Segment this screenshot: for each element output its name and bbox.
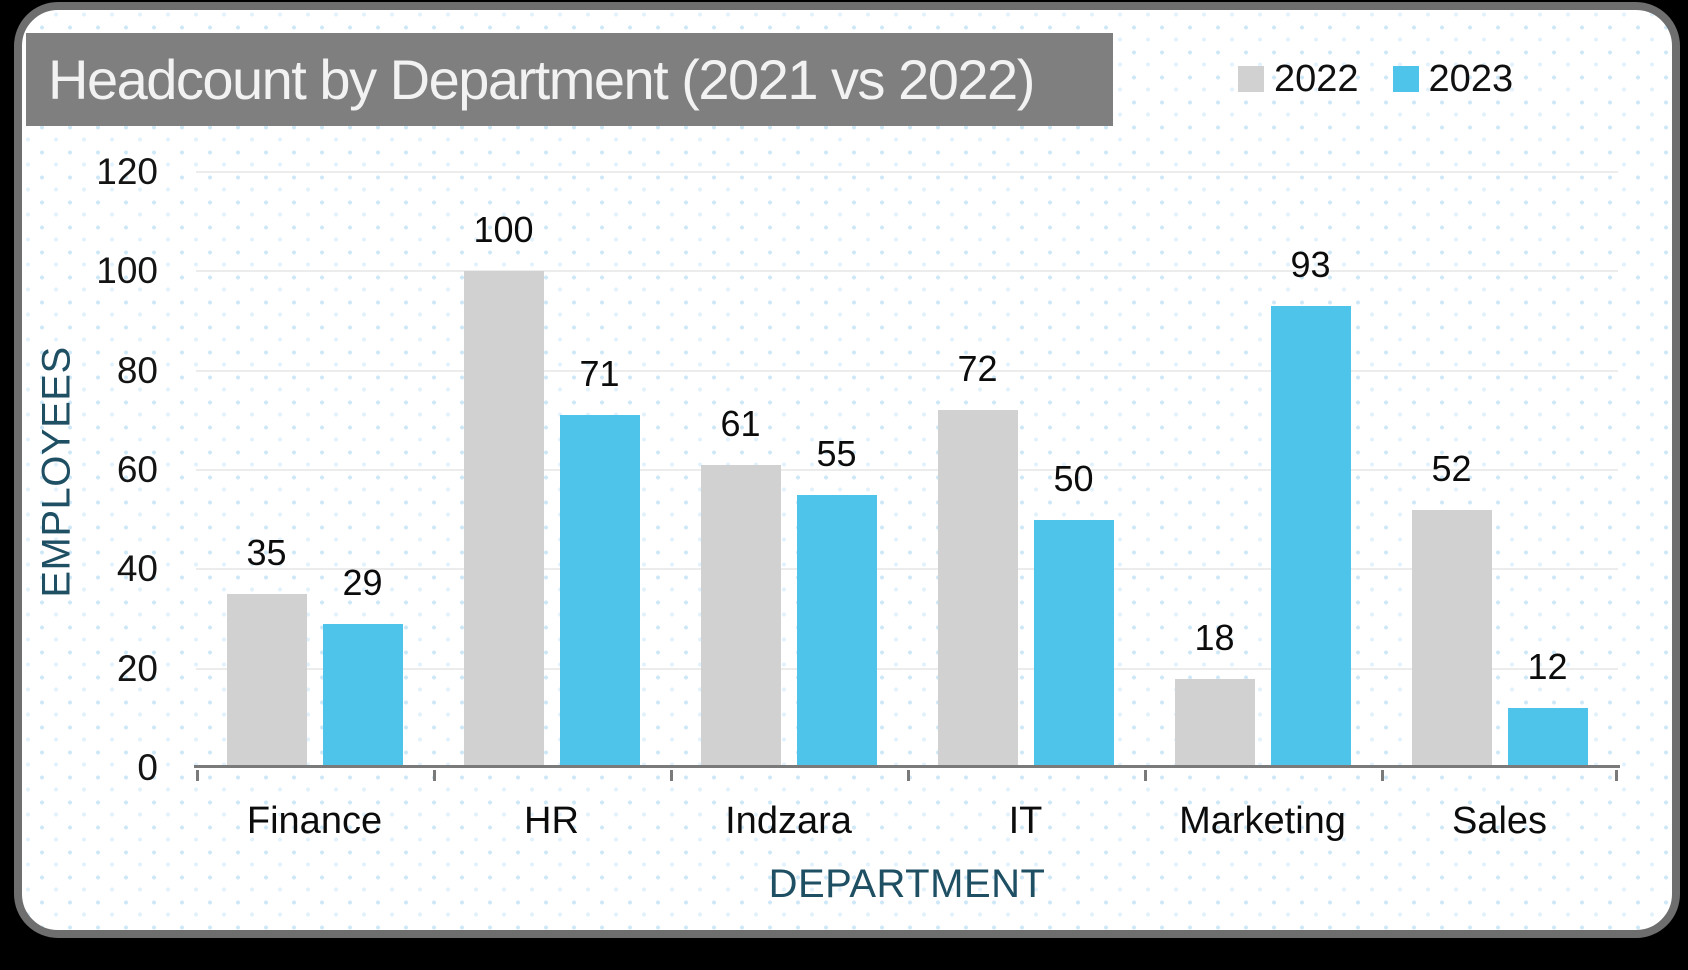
legend-item-2022: 2022	[1238, 60, 1359, 98]
bar-2023-marketing	[1270, 306, 1351, 768]
gridline-40	[196, 568, 1618, 571]
x-axis-tick-6	[1615, 770, 1618, 781]
category-label-hr: HR	[524, 800, 579, 842]
category-label-indzara: Indzara	[725, 800, 852, 842]
legend: 2022 2023	[1238, 60, 1513, 98]
bar-2023-it	[1033, 519, 1114, 768]
bar-label-2023-sales: 12	[1527, 646, 1568, 688]
bar-2022-marketing	[1174, 678, 1255, 768]
category-label-sales: Sales	[1451, 800, 1548, 842]
x-axis-tick-5	[1381, 770, 1384, 781]
bar-2023-sales	[1507, 708, 1588, 768]
x-axis-tick-4	[1144, 770, 1147, 781]
legend-label-2022: 2022	[1274, 58, 1359, 100]
y-tick-label-100: 100	[96, 250, 158, 292]
y-tick-label-80: 80	[116, 349, 158, 391]
bar-label-2022-hr: 100	[473, 209, 534, 251]
bar-2022-it	[937, 410, 1018, 768]
bar-label-2023-finance: 29	[342, 561, 383, 603]
legend-swatch-2023-icon	[1392, 66, 1419, 92]
legend-label-2023: 2023	[1428, 58, 1514, 100]
legend-swatch-2022-icon	[1238, 66, 1264, 92]
x-axis-tick-0	[196, 770, 199, 781]
y-tick-label-40: 40	[116, 548, 158, 590]
gridline-100	[196, 270, 1618, 273]
category-label-it: IT	[1008, 800, 1043, 842]
bar-label-2022-finance: 35	[246, 532, 287, 574]
bar-label-2022-indzara: 61	[720, 403, 761, 445]
gridline-20	[196, 667, 1618, 670]
bar-2023-finance	[322, 623, 403, 768]
x-axis-line	[194, 765, 1620, 768]
gridline-60	[196, 469, 1618, 471]
bar-2022-hr	[463, 271, 544, 768]
bar-2022-sales	[1411, 509, 1492, 768]
bar-2022-indzara	[700, 465, 781, 768]
bar-label-2022-marketing: 18	[1194, 616, 1235, 658]
bar-label-2022-sales: 52	[1431, 447, 1472, 489]
bar-2023-indzara	[796, 494, 877, 768]
category-label-finance: Finance	[246, 800, 383, 842]
bar-label-2023-hr: 71	[579, 353, 620, 395]
bar-label-2023-marketing: 93	[1290, 244, 1331, 286]
gridline-120	[196, 171, 1618, 173]
y-tick-label-120: 120	[96, 151, 158, 192]
bar-label-2022-it: 72	[957, 348, 998, 390]
legend-item-2023: 2023	[1392, 58, 1514, 100]
y-tick-label-60: 60	[116, 449, 158, 490]
bar-2022-finance	[226, 594, 307, 768]
x-axis-title: DEPARTMENT	[768, 862, 1046, 906]
category-label-marketing: Marketing	[1179, 800, 1346, 842]
bar-label-2023-indzara: 55	[816, 432, 857, 474]
chart-title: Headcount by Department (2021 vs 2022)	[26, 33, 1113, 126]
y-tick-label-0: 0	[137, 747, 158, 788]
x-axis-tick-2	[670, 770, 673, 781]
y-tick-label-20: 20	[116, 647, 158, 689]
x-axis-tick-3	[907, 770, 910, 781]
plot-area: 0 20 40 60 80 100 120 35 29 Finance 100 71 HR 61 55 Ind…	[96, 153, 1620, 842]
x-axis-tick-1	[433, 770, 436, 781]
bar-label-2023-it: 50	[1053, 457, 1094, 499]
gridline-80	[196, 369, 1618, 372]
bar-2023-hr	[559, 415, 640, 768]
